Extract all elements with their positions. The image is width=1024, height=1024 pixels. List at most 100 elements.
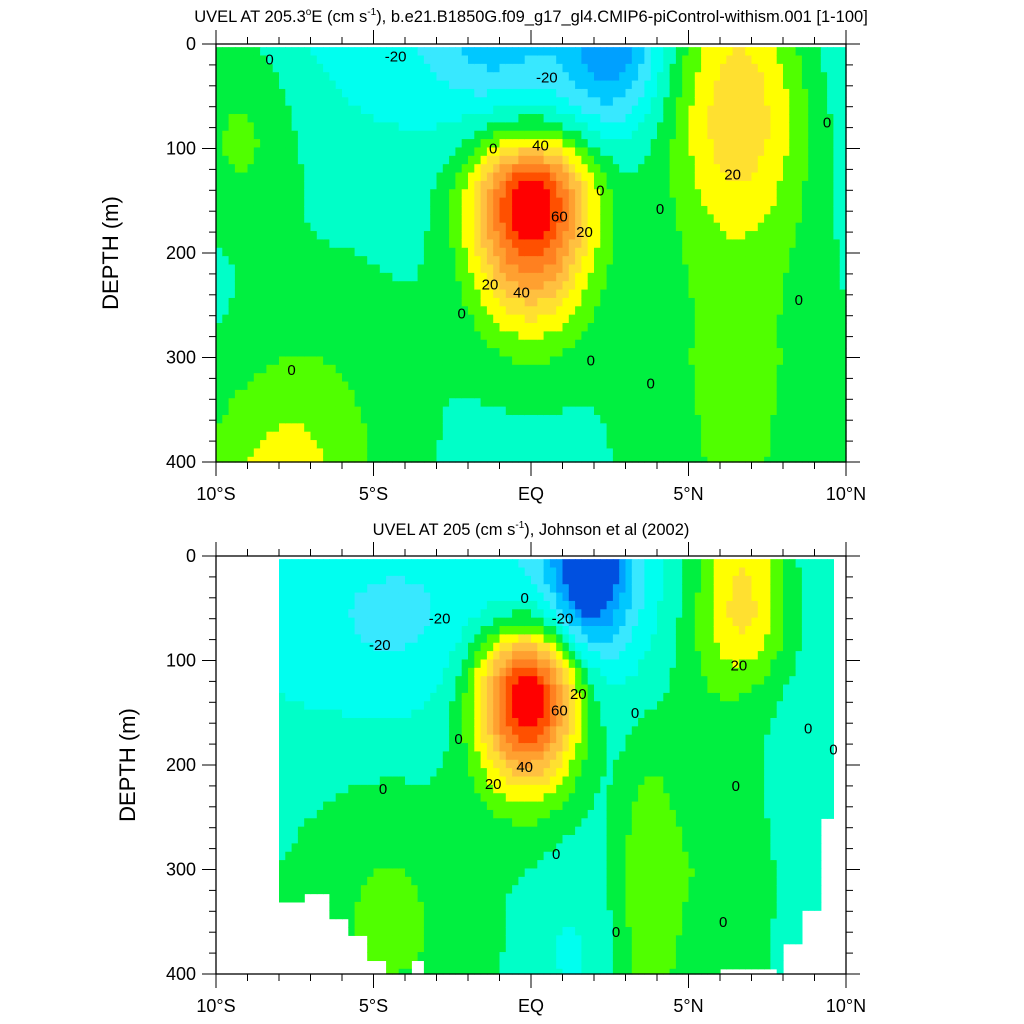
field-cell <box>701 440 708 450</box>
field-cell <box>367 114 375 123</box>
field-cell <box>631 348 639 358</box>
field-cell <box>764 72 771 82</box>
field-cell <box>411 389 419 399</box>
field-cell <box>650 155 658 165</box>
field-cell <box>222 331 230 341</box>
field-cell <box>675 356 683 366</box>
field-cell <box>493 381 501 391</box>
field-cell <box>764 231 771 241</box>
field-cell <box>310 414 318 424</box>
field-cell <box>499 406 507 416</box>
field-cell <box>726 72 734 82</box>
field-cell <box>436 323 444 332</box>
field-cell <box>537 381 545 391</box>
field-cell <box>650 247 658 257</box>
field-cell <box>316 55 324 65</box>
field-cell <box>568 97 576 107</box>
field-cell <box>505 423 513 433</box>
field-cell <box>461 214 469 224</box>
field-cell <box>587 214 595 224</box>
field-cell <box>379 105 387 115</box>
field-cell <box>701 314 708 324</box>
field-cell <box>707 105 715 115</box>
field-cell <box>279 364 286 374</box>
field-cell <box>833 364 841 374</box>
field-cell <box>266 264 274 274</box>
field-cell <box>644 339 652 349</box>
field-cell <box>688 247 696 257</box>
field-cell <box>644 247 652 257</box>
field-cell <box>373 80 381 90</box>
field-cell <box>304 314 312 324</box>
field-cell <box>285 63 293 73</box>
field-cell <box>657 364 664 374</box>
field-cell <box>241 297 249 307</box>
field-cell <box>820 364 828 374</box>
field-cell <box>310 231 318 241</box>
field-cell <box>594 306 601 316</box>
field-cell <box>587 264 595 274</box>
field-cell <box>795 47 803 57</box>
field-cell <box>468 88 475 98</box>
field-cell <box>379 214 387 224</box>
field-cell <box>581 323 589 332</box>
field-cell <box>310 155 318 165</box>
field-cell <box>556 423 564 433</box>
field-cell <box>707 55 715 65</box>
field-cell <box>335 381 343 391</box>
field-cell <box>304 222 312 232</box>
field-cell <box>329 214 337 224</box>
field-cell <box>499 381 507 391</box>
field-cell <box>216 214 223 224</box>
field-cell <box>468 256 475 266</box>
field-cell <box>801 197 809 207</box>
field-cell <box>449 247 456 257</box>
field-cell <box>348 306 356 316</box>
field-cell <box>568 297 576 307</box>
field-cell <box>486 139 494 149</box>
field-cell <box>505 314 513 324</box>
field-cell <box>499 147 507 157</box>
field-cell <box>675 239 683 249</box>
field-cell <box>795 180 803 190</box>
field-cell <box>455 247 463 257</box>
field-cell <box>657 373 664 383</box>
field-cell <box>480 381 488 391</box>
field-cell <box>468 306 475 316</box>
field-cell <box>228 381 236 391</box>
field-cell <box>297 381 305 391</box>
field-cell <box>531 389 538 399</box>
field-cell <box>644 80 652 90</box>
field-cell <box>518 47 526 57</box>
field-cell <box>398 114 406 123</box>
field-cell <box>556 197 564 207</box>
field-cell <box>241 205 249 215</box>
field-cell <box>581 130 589 140</box>
field-cell <box>600 414 608 424</box>
field-cell <box>228 122 236 132</box>
field-cell <box>423 314 431 324</box>
field-cell <box>751 130 759 140</box>
field-cell <box>587 406 595 416</box>
field-cell <box>486 339 494 349</box>
field-cell <box>316 456 324 463</box>
field-cell <box>272 306 280 316</box>
field-cell <box>612 172 620 182</box>
field-cell <box>430 281 438 291</box>
field-cell <box>644 72 652 82</box>
field-cell <box>764 214 771 224</box>
field-cell <box>820 323 828 332</box>
field-cell <box>833 63 841 73</box>
field-cell <box>631 440 639 450</box>
field-cell <box>638 281 645 291</box>
field-cell <box>279 189 286 199</box>
field-cell <box>631 339 639 349</box>
field-cell <box>783 231 790 241</box>
field-cell <box>323 398 330 408</box>
field-cell <box>776 205 784 215</box>
field-cell <box>644 222 652 232</box>
field-cell <box>379 55 387 65</box>
field-cell <box>631 197 639 207</box>
field-cell <box>795 339 803 349</box>
field-cell <box>310 389 318 399</box>
